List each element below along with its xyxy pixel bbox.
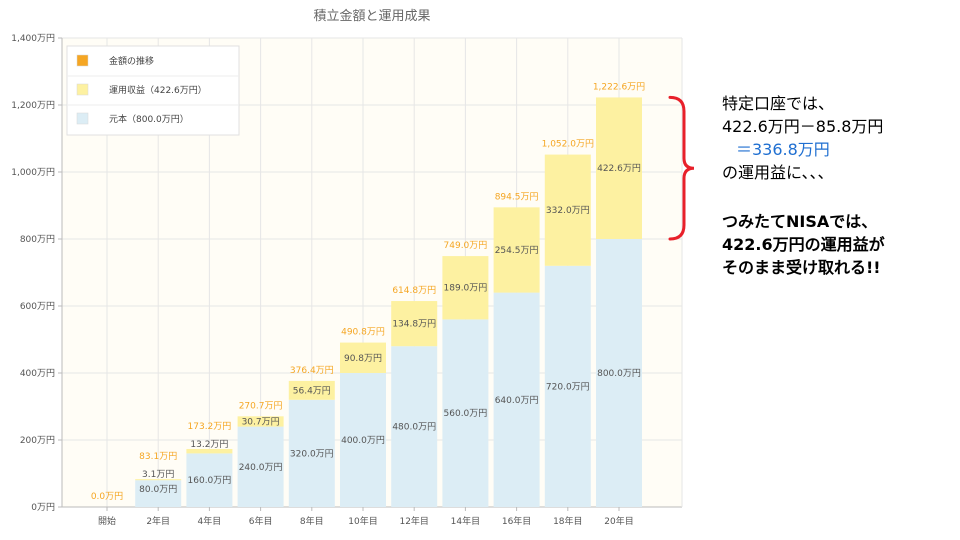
bar-gain [596,97,642,239]
x-tick-label: 14年目 [451,515,480,527]
nisa-note: つみたてNISAでは、 422.6万円の運用益が そのまま受け取れる!! [722,210,954,279]
curly-brace [668,95,695,241]
bar-principal-label: 720.0万円 [546,381,590,392]
bar-principal [288,399,335,507]
bar-total-label: 0.0万円 [91,491,123,502]
bar-gain [135,479,182,481]
bar-total-label: 894.5万円 [495,191,539,202]
bar-principal [135,480,182,507]
bar-principal [391,346,438,507]
bar-gain [391,301,438,347]
x-tick-label: 8年目 [300,515,324,527]
bar-gain [186,448,233,454]
legend-box [66,45,240,136]
bar-gain-label: 56.4万円 [293,385,331,396]
y-tick-label: 600万円 [20,301,55,312]
bar-principal [237,426,284,507]
y-tick-label: 200万円 [20,435,55,446]
y-tick-label: 1,000万円 [11,167,55,178]
bar-gain [340,342,386,373]
chart-canvas: 積立金額と運用成果 0万円 200万円 400万円 600万円 800万円 1,000万円 1… [11,8,695,527]
stacked-bar-chart: 積立金額と運用成果 0万円 200万円 400万円 600万円 800万円 1,000万円 1… [11,8,695,527]
bar-total-label: 173.2万円 [188,421,232,432]
bar-gain-label: 3.1万円 [142,469,174,480]
bar-total-label: 749.0万円 [444,240,488,251]
legend-label: 運用収益（422.6万円） [109,84,207,96]
legend-label: 元本（800.0万円） [109,113,189,125]
x-tick-label: 16年目 [502,515,531,527]
bar-principal-label: 80.0万円 [139,484,177,495]
bar-principal-label: 160.0万円 [188,475,232,486]
bar-principal-label: 800.0万円 [597,368,641,379]
x-tick-label: 2年目 [146,515,170,527]
bar-principal-label: 480.0万円 [392,422,436,433]
bar-principal [186,453,233,507]
legend-swatch [76,54,89,67]
nisa-line-3: そのまま受け取れる!! [722,258,881,277]
bar-gain [544,154,591,266]
bar-principal-label: 400.0万円 [341,435,385,446]
annotation-line-2: 422.6万円－85.8万円 [722,117,884,136]
annotation-line-1: 特定口座では、 [722,94,835,113]
bar-gain-label: 90.8万円 [344,353,382,364]
x-tick-label: 4年目 [198,515,222,527]
bar-gain [442,256,489,320]
y-tick-label: 1,200万円 [11,100,55,111]
bar-principal-label: 640.0万円 [495,395,539,406]
y-tick-label: 0万円 [31,502,55,513]
bar-principal-label: 560.0万円 [444,408,488,419]
legend-swatch [76,112,89,125]
annotation-line-4: の運用益に、、、 [722,163,834,182]
bar-gain-label: 30.7万円 [242,416,280,427]
bar-principal-label: 320.0万円 [290,448,334,459]
bar-principal [596,239,642,507]
bar-total-label: 376.4万円 [290,365,334,376]
legend-swatch [76,83,89,96]
annotation-line-3: ＝336.8万円 [736,140,830,159]
bar-gain-label: 134.8万円 [392,319,436,330]
x-tick-label: 10年目 [348,515,377,527]
bar-principal [493,292,540,507]
bar-principal [544,265,591,507]
bar-total-label: 614.8万円 [392,285,436,296]
bar-gain [493,207,540,293]
x-tick-label: 20年目 [604,515,633,527]
tax-annotation: 特定口座では、 422.6万円－85.8万円 ＝336.8万円 の運用益に、、、… [722,92,954,279]
bar-total-label: 83.1万円 [139,451,177,462]
y-tick-label: 1,400万円 [11,33,55,44]
y-tick-label: 400万円 [20,368,55,379]
bar-gain-label: 332.0万円 [546,205,590,216]
bar-gain-label: 254.5万円 [495,245,539,256]
bar-gain-label: 13.2万円 [190,439,228,450]
y-tick-label: 800万円 [20,234,55,245]
bar-gain [288,380,335,400]
x-tick-label: 6年目 [249,515,273,527]
bar-gain [237,416,284,427]
legend-label: 金額の推移 [109,55,154,67]
bar-total-label: 1,052.0万円 [542,139,594,150]
nisa-line-1: つみたてNISAでは、 [722,212,878,231]
x-tick-label: 12年目 [399,515,428,527]
bar-principal-label: 240.0万円 [239,462,283,473]
bar-gain-label: 422.6万円 [597,163,641,174]
chart-title: 積立金額と運用成果 [313,8,430,24]
bar-principal [340,373,386,507]
bar-gain-label: 189.0万円 [444,283,488,294]
bar-total-label: 270.7万円 [239,400,283,411]
bar-total-label: 490.8万円 [341,327,385,338]
x-tick-label: 開始 [98,515,116,527]
bar-total-label: 1,222.6万円 [593,81,645,92]
x-tick-label: 18年目 [553,515,582,527]
bar-principal [442,319,489,507]
nisa-line-2: 422.6万円の運用益が [722,235,885,254]
